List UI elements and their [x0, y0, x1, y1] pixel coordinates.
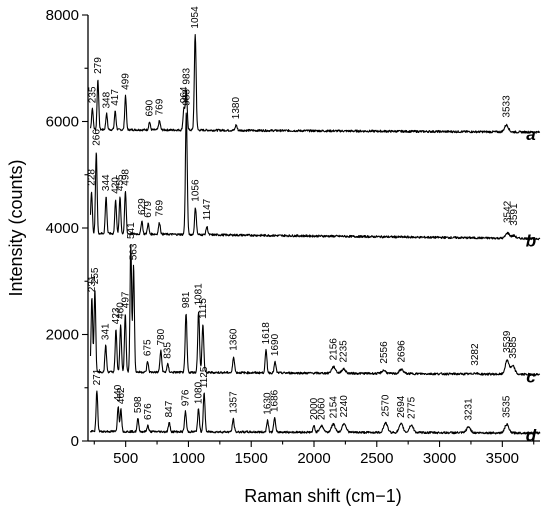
x-tick-label: 2500 — [360, 450, 393, 467]
peak-label: 835 — [163, 342, 174, 359]
peak-label: 2696 — [396, 340, 407, 363]
peak-label: 2156 — [329, 338, 340, 361]
peak-label: 1056 — [191, 179, 202, 202]
x-tick-label: 3000 — [423, 450, 456, 467]
x-tick-label: 1500 — [235, 450, 268, 467]
peak-label: 1690 — [270, 333, 281, 356]
peak-label: 423 — [111, 307, 122, 324]
peak-label: 1081 — [194, 283, 205, 306]
x-tick-label: 3500 — [486, 450, 519, 467]
peak-label: 455 — [115, 174, 126, 191]
peak-label: 2570 — [381, 394, 392, 417]
peak-label: 964 — [179, 86, 190, 103]
x-tick-label: 1000 — [172, 450, 205, 467]
y-tick-label: 6000 — [46, 114, 79, 131]
x-axis-title: Raman shift (cm−1) — [244, 486, 402, 506]
peak-label: 1686 — [270, 389, 281, 412]
peak-label: 3542 — [503, 200, 514, 223]
peak-label: 3231 — [464, 398, 475, 421]
peak-label: 1080 — [194, 381, 205, 404]
peak-label: 769 — [154, 199, 165, 216]
peak-label: 231 — [87, 275, 98, 292]
y-tick-label: 0 — [71, 433, 79, 450]
peak-label: 847 — [164, 400, 175, 417]
peak-label: 1147 — [202, 198, 213, 220]
peak-label: 279 — [93, 57, 104, 74]
peak-label: 2154 — [328, 396, 339, 419]
peak-label: 344 — [101, 174, 112, 191]
peak-label: 3585 — [508, 336, 519, 359]
peak-label: 255 — [90, 267, 101, 284]
peak-label: 675 — [143, 339, 154, 356]
peak-label: 440 — [113, 384, 124, 401]
peak-label: 3282 — [470, 343, 481, 366]
peak-label: 676 — [143, 403, 154, 420]
series-line-a — [89, 34, 541, 134]
peak-label: 498 — [120, 169, 131, 186]
peak-label: 690 — [145, 99, 156, 116]
peak-label: 417 — [110, 89, 121, 106]
series-line-d — [89, 390, 541, 435]
y-tick-label: 8000 — [46, 7, 79, 24]
peak-label: 341 — [101, 323, 112, 340]
peak-label: 3539 — [502, 330, 513, 353]
series-label-c: c — [526, 367, 536, 386]
peak-label: 780 — [156, 328, 167, 345]
series-line-c — [89, 244, 541, 376]
peak-label: 3591 — [509, 203, 520, 226]
peak-label: 541 — [126, 222, 137, 239]
series-line-b — [89, 112, 541, 241]
peak-label: 1380 — [231, 97, 242, 120]
peak-label: 1054 — [190, 6, 201, 29]
peak-label: 1125 — [199, 366, 210, 388]
peak-label: 976 — [180, 389, 191, 406]
peak-label: 1630 — [263, 392, 274, 415]
peak-label: 563 — [129, 243, 140, 260]
y-tick-label: 2000 — [46, 327, 79, 344]
peak-label: 2000 — [309, 397, 320, 420]
peak-label: 1357 — [228, 391, 239, 414]
peak-label: 679 — [143, 201, 154, 218]
peak-label: 2775 — [406, 396, 417, 419]
peak-label: 3535 — [502, 395, 513, 418]
peak-label: 266 — [91, 129, 102, 146]
peak-label: 497 — [120, 291, 131, 308]
peak-label: 499 — [121, 73, 132, 90]
peak-label: 2235 — [339, 340, 350, 363]
series-label-d: d — [526, 426, 537, 445]
peak-label: 228 — [87, 169, 98, 186]
peak-label: 983 — [181, 67, 192, 84]
y-axis-title: Intensity (counts) — [6, 159, 26, 296]
peak-label: 3533 — [502, 95, 513, 118]
peak-label: 348 — [102, 91, 113, 108]
x-tick-label: 500 — [113, 450, 138, 467]
peak-label: 2060 — [317, 397, 328, 420]
peak-label: 2694 — [396, 395, 407, 418]
peak-label: 983 — [181, 89, 192, 106]
peak-label: 981 — [181, 291, 192, 308]
peak-label: 1360 — [229, 328, 240, 351]
peak-label: 462 — [116, 387, 127, 404]
peak-label: 629 — [137, 198, 148, 215]
series-label-a: a — [526, 125, 535, 144]
peak-label: 1115 — [198, 298, 209, 319]
x-tick-label: 2000 — [297, 450, 330, 467]
peak-label: 235 — [87, 86, 98, 103]
peak-label: 769 — [154, 98, 165, 115]
peak-label: 420 — [111, 177, 122, 194]
peak-label: 598 — [133, 396, 144, 413]
peak-label: 271 — [92, 368, 103, 385]
y-tick-label: 4000 — [46, 220, 79, 237]
peak-label: 2240 — [339, 395, 350, 418]
series-label-b: b — [526, 232, 536, 251]
peak-label: 1618 — [261, 322, 272, 345]
peak-label: 460 — [116, 302, 127, 319]
peak-label: 2556 — [379, 341, 390, 364]
